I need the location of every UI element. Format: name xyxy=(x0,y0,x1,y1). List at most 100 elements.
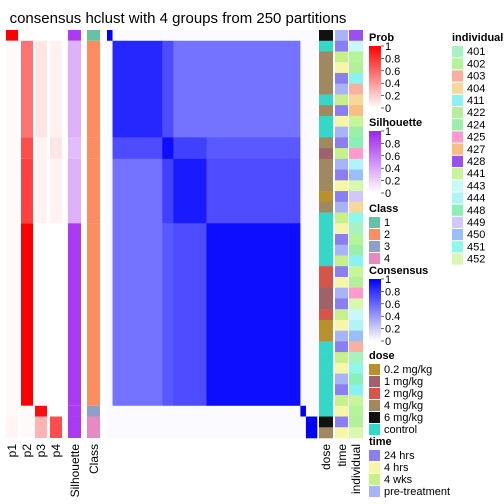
legend-swatch xyxy=(452,229,463,241)
consensus-cell xyxy=(305,416,318,439)
legend-gradient-bar xyxy=(369,46,381,108)
consensus-cell xyxy=(112,30,163,42)
legend-swatch xyxy=(452,58,463,70)
prob-p1-cell xyxy=(6,137,18,159)
silhouette-cell xyxy=(68,40,81,138)
dose-cell xyxy=(319,83,333,95)
time-cell xyxy=(335,158,348,170)
legend-swatch xyxy=(369,253,380,264)
dose-cell xyxy=(319,72,333,84)
consensus-cell xyxy=(112,223,163,407)
individual-cell xyxy=(349,244,363,256)
individual-cell xyxy=(349,191,363,203)
legend-tick-label: 1 xyxy=(385,274,391,286)
consensus-cell xyxy=(206,40,301,138)
legend-tick-label: 0.2 xyxy=(385,176,400,188)
dose-cell xyxy=(319,373,333,385)
prob-p3-cell xyxy=(35,137,47,159)
consensus-cell xyxy=(162,137,174,160)
individual-cell xyxy=(349,287,363,299)
consensus-cell xyxy=(300,158,307,224)
time-cell xyxy=(335,255,348,267)
individual-cell xyxy=(349,158,363,170)
prob-p2-cell xyxy=(21,158,33,224)
time-cell xyxy=(335,62,348,74)
silhouette-cell xyxy=(68,30,81,41)
consensus-cell xyxy=(305,223,318,407)
legend-swatch xyxy=(452,143,463,155)
row-annotation-label: dose xyxy=(319,444,333,470)
dose-cell xyxy=(319,62,333,74)
time-cell xyxy=(335,30,348,42)
consensus-cell xyxy=(162,223,174,407)
legend-swatch xyxy=(452,94,463,106)
prob-p2-cell xyxy=(21,405,33,417)
time-cell xyxy=(335,72,348,84)
time-cell xyxy=(335,51,348,63)
time-cell xyxy=(335,115,348,127)
legend-item-label: 424 xyxy=(467,119,485,131)
time-cell xyxy=(335,201,348,213)
legend-item-label: 450 xyxy=(467,229,485,241)
prob-p2-cell xyxy=(21,416,33,438)
time-cell xyxy=(335,384,348,396)
dose-cell xyxy=(319,212,333,224)
consensus-cell xyxy=(173,158,207,224)
legend-item-label: 425 xyxy=(467,132,485,144)
time-cell xyxy=(335,266,348,278)
class-cell xyxy=(87,416,100,438)
legend-tick-label: 0.6 xyxy=(385,299,400,311)
individual-cell xyxy=(349,137,363,149)
legend-gradient-bar xyxy=(369,279,381,341)
dose-cell xyxy=(319,30,333,42)
legend-swatch xyxy=(452,241,463,253)
legend-tick-label: 0.8 xyxy=(385,138,400,150)
individual-cell xyxy=(349,94,363,106)
dose-cell xyxy=(319,105,333,117)
legend-item-label: 427 xyxy=(467,144,485,156)
consensus-cell xyxy=(300,137,307,160)
individual-cell xyxy=(349,330,363,342)
consensus-cell xyxy=(107,405,113,417)
individual-cell xyxy=(349,405,363,417)
dose-cell xyxy=(319,405,333,417)
legend-swatch xyxy=(452,155,463,167)
prob-p4-cell xyxy=(50,137,62,159)
time-cell xyxy=(335,244,348,256)
individual-cell xyxy=(349,201,363,213)
row-annotation-label: individual xyxy=(349,444,363,494)
consensus-cell xyxy=(173,137,207,160)
time-cell xyxy=(335,105,348,117)
legend-tick-label: 1 xyxy=(385,126,391,138)
individual-cell xyxy=(349,298,363,310)
legend-swatch xyxy=(452,180,463,192)
individual-cell xyxy=(349,180,363,192)
consensus-cell xyxy=(206,223,301,407)
dose-cell xyxy=(319,319,333,331)
legend-item-label: control xyxy=(384,424,417,436)
silhouette-cell xyxy=(68,405,81,417)
row-annotation-columns xyxy=(319,30,363,439)
legend-tick-label: 0.6 xyxy=(385,66,400,78)
legend-title: Prob xyxy=(369,32,394,44)
dose-cell xyxy=(319,309,333,321)
legend-item-label: 443 xyxy=(467,180,485,192)
time-cell xyxy=(335,148,348,160)
consensus-cell xyxy=(107,223,113,407)
consensus-cell xyxy=(305,405,318,417)
dose-cell xyxy=(319,158,333,170)
individual-cell xyxy=(349,395,363,407)
legend-tick-label: 0.2 xyxy=(385,91,400,103)
dose-cell xyxy=(319,287,333,299)
time-cell xyxy=(335,191,348,203)
prob-p2-cell xyxy=(21,223,33,406)
consensus-cell xyxy=(173,223,207,407)
individual-cell xyxy=(349,234,363,246)
legend-swatch xyxy=(369,462,380,473)
legend-item-label: 4 wks xyxy=(384,474,413,486)
prob-p4-cell xyxy=(50,223,62,406)
dose-cell xyxy=(319,255,333,267)
consensus-cell xyxy=(107,30,113,42)
legend-item-label: 452 xyxy=(467,254,485,266)
